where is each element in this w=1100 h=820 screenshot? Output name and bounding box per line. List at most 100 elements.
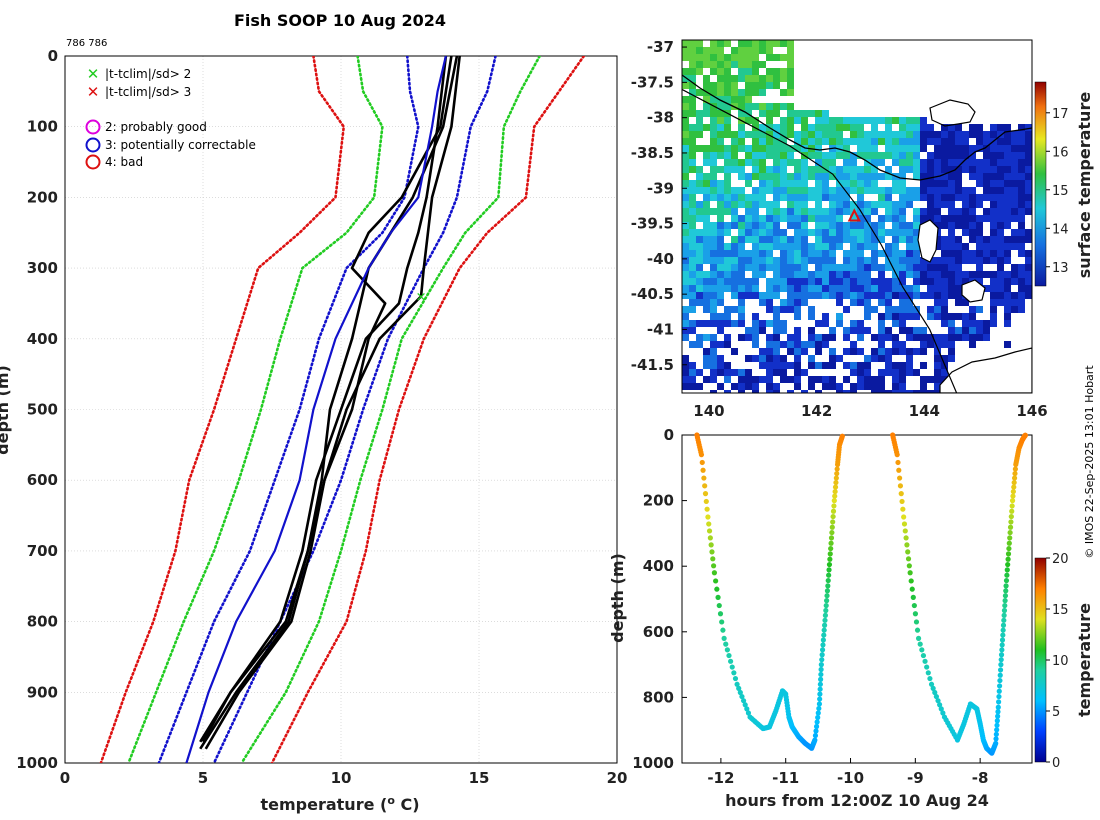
sst-cell — [962, 145, 969, 152]
depth-time-x-tick-label: -12 — [707, 769, 734, 787]
sst-cell — [738, 264, 745, 271]
sst-cell — [773, 159, 780, 166]
sst-cell — [1025, 264, 1032, 271]
sst-cell — [941, 194, 948, 201]
sst-cell — [808, 173, 815, 180]
sst-cell — [822, 236, 829, 243]
sst-cell — [871, 390, 878, 393]
sst-cell — [745, 47, 752, 54]
depth-time-point — [709, 549, 715, 555]
sst-cell — [990, 236, 997, 243]
sst-cell — [766, 131, 773, 138]
sst-cell — [822, 152, 829, 159]
sst-cell — [787, 390, 794, 393]
sst-cell — [1018, 229, 1025, 236]
sst-cell — [1004, 166, 1011, 173]
sst-cell — [738, 243, 745, 250]
sst-cell — [1018, 201, 1025, 208]
sst-cell — [892, 369, 899, 376]
sst-cell — [689, 68, 696, 75]
sst-cell — [682, 222, 689, 229]
sst-cell — [766, 187, 773, 194]
sst-cell — [703, 103, 710, 110]
sst-cell — [773, 362, 780, 369]
sst-cell — [773, 124, 780, 131]
sst-cell — [892, 306, 899, 313]
sst-cell — [794, 159, 801, 166]
sst-cell — [927, 278, 934, 285]
sst-cell — [731, 285, 738, 292]
sst-cell — [724, 89, 731, 96]
sst-cell — [773, 348, 780, 355]
sst-cell — [850, 173, 857, 180]
sst-cell — [1004, 187, 1011, 194]
depth-time-point — [828, 535, 835, 541]
sst-cell — [857, 166, 864, 173]
depth-time-point — [700, 467, 706, 473]
sst-cell — [948, 341, 955, 348]
sst-cell — [836, 173, 843, 180]
depth-time-point — [739, 693, 745, 700]
x-tick-label: 20 — [607, 769, 628, 787]
depth-time-point — [824, 593, 830, 599]
sst-cell — [766, 75, 773, 82]
sst-cell — [773, 334, 780, 341]
sst-cell — [773, 82, 780, 89]
sst-cell — [787, 264, 794, 271]
sst-cell — [794, 299, 801, 306]
sst-cell — [850, 215, 857, 222]
sst-cell — [906, 243, 913, 250]
sst-cell — [752, 250, 759, 257]
sst-cell — [710, 61, 717, 68]
sst-cell — [843, 334, 850, 341]
sst-cell — [934, 306, 941, 313]
map-x-tick-label: 140 — [693, 402, 724, 420]
sst-cell — [913, 334, 920, 341]
temperature-colorbar-label: temperature — [1075, 603, 1094, 717]
sst-cell — [955, 131, 962, 138]
sst-cell — [682, 285, 689, 292]
sst-cell — [892, 145, 899, 152]
sst-cell — [780, 208, 787, 215]
sst-cell — [913, 264, 920, 271]
sst-cell — [990, 299, 997, 306]
sst-cell — [969, 215, 976, 222]
sst-cell — [857, 131, 864, 138]
map-y-tick-label: -38.5 — [631, 144, 674, 162]
depth-time-point — [912, 611, 919, 617]
depth-time-point — [832, 493, 838, 499]
y-tick-label: 200 — [27, 188, 58, 206]
sst-cell — [752, 82, 759, 89]
sst-cell — [990, 131, 997, 138]
sst-cell — [703, 320, 710, 327]
sst-cell — [710, 47, 717, 54]
sst-cell — [829, 376, 836, 383]
sst-cell — [703, 257, 710, 264]
depth-time-point — [1002, 602, 1008, 609]
sst-cell — [822, 362, 829, 369]
sst-cell — [941, 334, 948, 341]
sst-cell — [913, 222, 920, 229]
sst-cell — [752, 292, 759, 299]
sst-cell — [829, 250, 836, 257]
sst-cell — [787, 201, 794, 208]
sst-cell — [717, 166, 724, 173]
sst-cell — [1004, 299, 1011, 306]
sst-cell — [689, 47, 696, 54]
sst-cell — [703, 54, 710, 61]
sst-cell — [857, 278, 864, 285]
sst-cell — [969, 201, 976, 208]
sst-cell — [941, 138, 948, 145]
sst-cell — [976, 194, 983, 201]
depth-time-point — [1009, 508, 1015, 514]
sst-cell — [766, 292, 773, 299]
map-axes-frame — [681, 39, 1033, 394]
sst-cell — [787, 145, 794, 152]
sst-cell — [724, 68, 731, 75]
sst-cell — [822, 208, 829, 215]
sst-cell — [1011, 236, 1018, 243]
sst-cell — [864, 299, 871, 306]
sst-cell — [969, 166, 976, 173]
sst-cell — [682, 383, 689, 390]
sst-cell — [871, 278, 878, 285]
